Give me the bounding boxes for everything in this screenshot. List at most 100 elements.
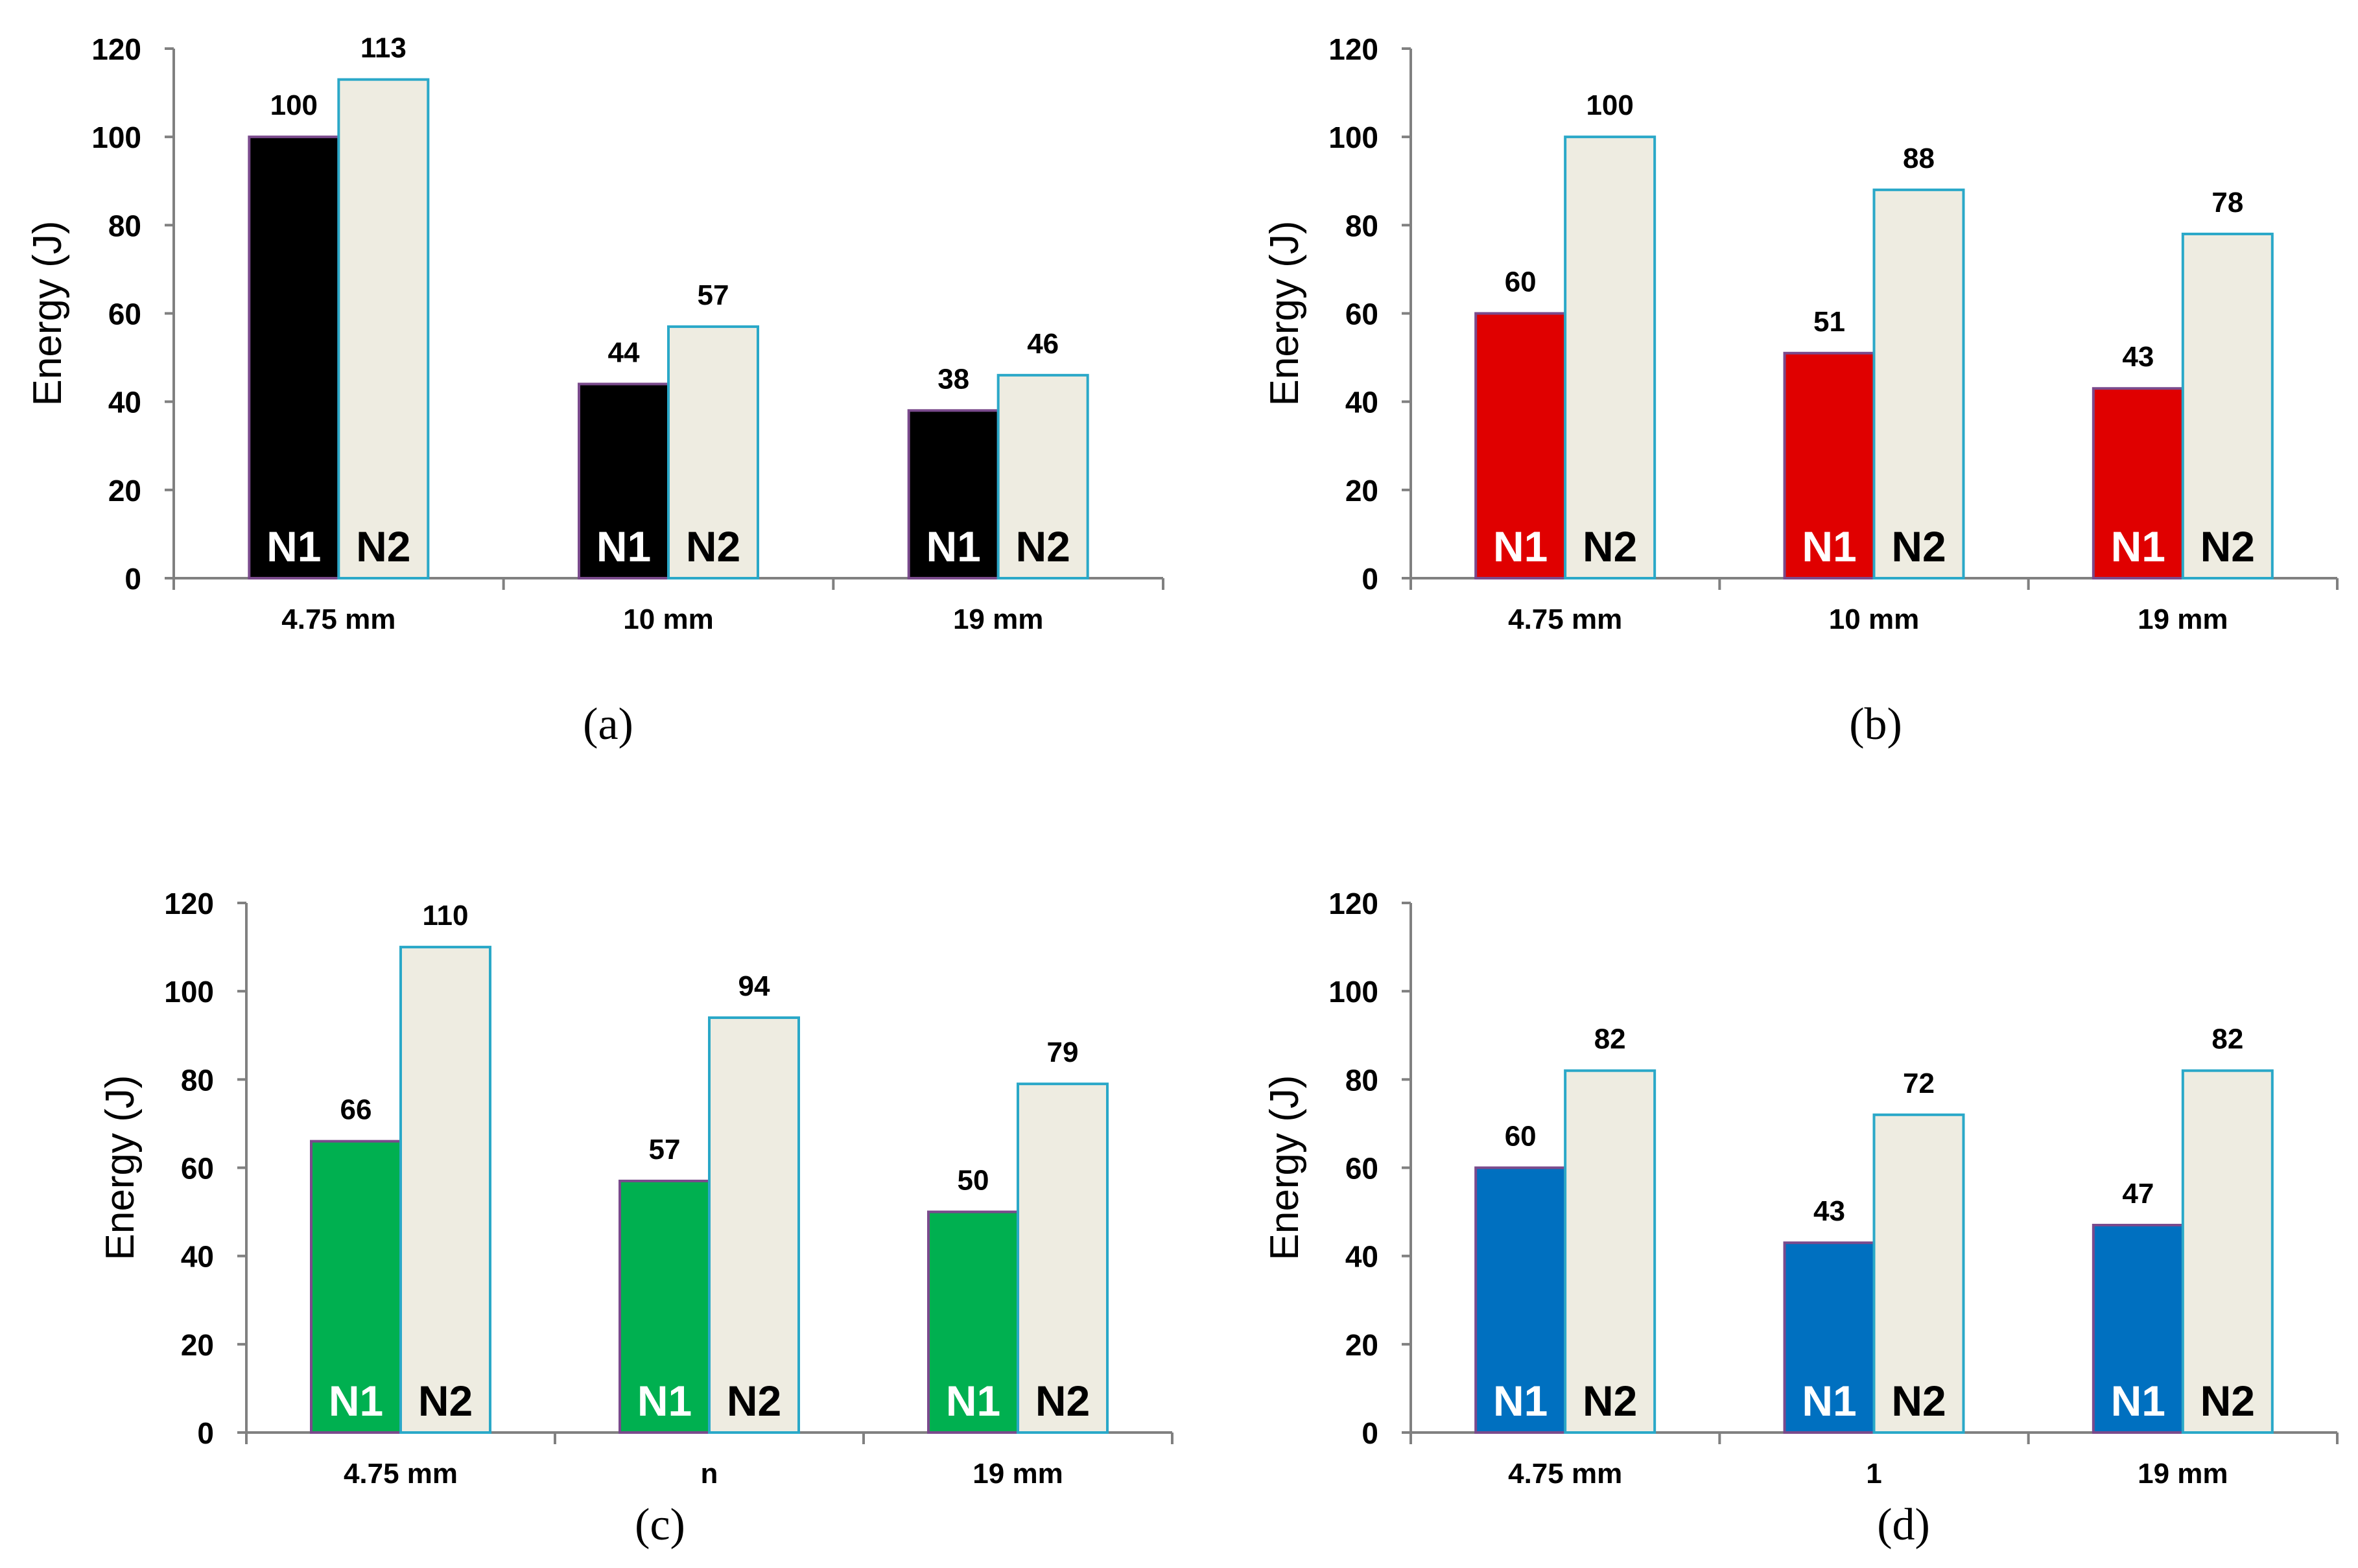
bar-series-label: N1 (266, 522, 321, 570)
y-tick-label: 60 (181, 1152, 214, 1186)
y-tick-label: 100 (91, 121, 141, 154)
bar-n2 (667, 325, 759, 579)
bar-value-label: 100 (270, 89, 318, 121)
bar-value-label: 43 (1813, 1195, 1845, 1227)
y-tick-label: 100 (1328, 121, 1378, 154)
bar-n2 (1872, 1113, 1965, 1434)
bar-n2 (399, 946, 491, 1434)
y-axis-title: Energy (J) (25, 221, 70, 406)
x-category-label: 4.75 mm (344, 1458, 458, 1490)
bar-n1 (1783, 351, 1876, 580)
bar-value-label: 57 (698, 279, 729, 311)
y-tick-label: 0 (124, 562, 141, 596)
bar-value-label: 79 (1047, 1036, 1079, 1068)
bar-series-label: N2 (1891, 522, 1946, 570)
bar-value-label: 43 (2122, 341, 2154, 373)
y-tick-label: 40 (108, 386, 141, 419)
bar-n1 (1474, 1166, 1567, 1434)
bar-series-label: N1 (1802, 522, 1856, 570)
bar-value-label: 72 (1903, 1068, 1935, 1099)
bar-series-label: N2 (2200, 1377, 2255, 1425)
y-tick-label: 120 (91, 32, 141, 66)
bar-n1 (619, 1179, 711, 1434)
bar-n1 (907, 409, 1000, 579)
bar-value-label: 94 (738, 970, 770, 1002)
y-tick-label: 40 (181, 1240, 214, 1274)
y-tick-label: 80 (1345, 1063, 1378, 1097)
bar-value-label: 57 (649, 1134, 681, 1165)
x-category-label: 4.75 mm (1508, 1458, 1622, 1490)
y-tick-label: 0 (1362, 562, 1378, 596)
y-tick-label: 0 (1362, 1416, 1378, 1450)
bar-series-label: N1 (2111, 522, 2165, 570)
bar-series-label: N2 (1891, 1377, 1946, 1425)
chart-panel-d: 0 20 40 60 80 100 120 Energy (J) 4.75 mm 60 N1 82 N2… (1262, 887, 2339, 1550)
bar-n1 (1783, 1241, 1876, 1434)
bar-series-label: N2 (1583, 1377, 1637, 1425)
panel-caption: (b) (1849, 699, 1902, 749)
bar-n2 (1017, 1082, 1109, 1434)
y-tick-label: 100 (164, 975, 214, 1009)
bar-value-label: 78 (2211, 187, 2243, 218)
y-tick-label: 40 (1345, 386, 1378, 419)
bar-n2 (1564, 1069, 1656, 1434)
y-tick-label: 20 (181, 1328, 214, 1362)
chart-panel-b: 0 20 40 60 80 100 120 Energy (J) 4.75 mm 60 N1 100 N… (1262, 32, 2339, 749)
y-tick-label: 80 (108, 209, 141, 242)
bar-value-label: 110 (423, 900, 469, 931)
x-category-label: 19 mm (2138, 603, 2228, 635)
bar-value-label: 51 (1813, 306, 1845, 338)
bar-series-label: N2 (2200, 522, 2255, 570)
bar-n1 (310, 1140, 402, 1434)
x-category-label: 1 (1866, 1458, 1881, 1490)
x-category-label: 19 mm (2138, 1458, 2228, 1490)
bar-series-label: N1 (926, 522, 980, 570)
bar-series-label: N1 (329, 1377, 383, 1425)
bar-series-label: N1 (2111, 1377, 2165, 1425)
x-category-label: 19 mm (953, 603, 1043, 635)
bar-value-label: 82 (1594, 1024, 1626, 1055)
bar-value-label: 88 (1903, 143, 1935, 174)
chart-panel-a: 0 20 40 60 80 100 120 Energy (J) 4.75 mm 100 N1 113… (25, 32, 1164, 749)
y-tick-label: 20 (1345, 474, 1378, 508)
bar-n2 (708, 1016, 800, 1434)
bar-n1 (248, 135, 340, 579)
y-tick-label: 60 (1345, 298, 1378, 331)
bar-n2 (337, 78, 430, 580)
y-tick-label: 120 (1328, 32, 1378, 66)
y-tick-label: 60 (108, 298, 141, 331)
y-tick-label: 40 (1345, 1240, 1378, 1274)
y-tick-label: 20 (1345, 1328, 1378, 1362)
panel-caption: (a) (583, 699, 633, 749)
x-category-label: 10 mm (1829, 603, 1919, 635)
bar-n1 (2092, 387, 2184, 579)
y-tick-label: 80 (1345, 209, 1378, 242)
y-axis-title: Energy (J) (1262, 1075, 1307, 1261)
y-tick-label: 80 (181, 1063, 214, 1097)
bar-n1 (2092, 1224, 2184, 1434)
y-tick-label: 120 (1328, 887, 1378, 920)
bar-n2 (996, 373, 1089, 579)
y-axis-title: Energy (J) (98, 1075, 143, 1261)
y-tick-label: 60 (1345, 1152, 1378, 1186)
bar-series-label: N1 (596, 522, 651, 570)
bar-value-label: 100 (1586, 89, 1633, 121)
y-tick-label: 120 (164, 887, 214, 920)
bar-series-label: N2 (418, 1377, 473, 1425)
x-category-label: 10 mm (623, 603, 713, 635)
bar-n2 (2181, 1069, 2274, 1434)
x-category-label: 4.75 mm (1508, 603, 1622, 635)
bar-n2 (1872, 188, 1965, 580)
bar-value-label: 46 (1027, 328, 1059, 360)
bar-value-label: 60 (1505, 266, 1537, 298)
bar-value-label: 44 (608, 336, 640, 368)
chart-panel-c: 0 20 40 60 80 100 120 Energy (J) 4.75 mm 66 N1 110 N… (98, 887, 1173, 1550)
y-tick-label: 0 (197, 1416, 214, 1450)
bar-series-label: N2 (686, 522, 740, 570)
bar-series-label: N2 (1015, 522, 1070, 570)
bar-series-label: N1 (637, 1377, 692, 1425)
bar-series-label: N1 (1493, 1377, 1548, 1425)
panel-caption: (d) (1877, 1500, 1930, 1550)
bar-value-label: 82 (2211, 1024, 2243, 1055)
